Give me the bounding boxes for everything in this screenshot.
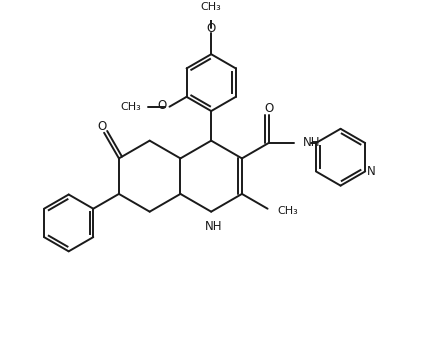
Text: O: O [98, 120, 107, 133]
Text: NH: NH [204, 220, 222, 233]
Text: CH₃: CH₃ [277, 206, 298, 216]
Text: CH₃: CH₃ [201, 2, 222, 12]
Text: O: O [264, 102, 273, 115]
Text: CH₃: CH₃ [120, 102, 141, 112]
Text: N: N [367, 165, 376, 178]
Text: O: O [158, 99, 167, 112]
Text: O: O [206, 22, 216, 35]
Text: NH: NH [303, 136, 321, 149]
